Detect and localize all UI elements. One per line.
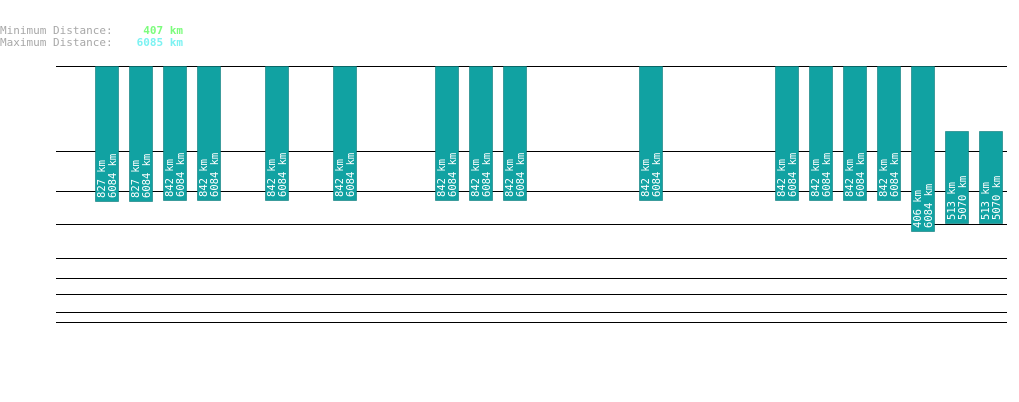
bar-min-label-3: 842 km <box>164 159 176 197</box>
bar-rect-17 <box>979 131 1003 224</box>
bar-rect-15 <box>911 66 935 232</box>
bar-rect-2 <box>129 66 153 202</box>
bar-rect-1 <box>95 66 119 202</box>
bar-rect-13 <box>843 66 867 201</box>
bar-max-label-13: 6084 km <box>855 153 867 197</box>
bar-5: 842 km 6084 km <box>265 66 289 201</box>
bar-17: 513 km 5070 km <box>979 131 1003 224</box>
bar-max-label-5: 6084 km <box>277 153 289 197</box>
bar-max-label-14: 6084 km <box>889 153 901 197</box>
bar-max-label-2: 6084 km <box>141 154 153 198</box>
bar-min-label-2: 827 km <box>130 160 142 198</box>
bar-min-label-11: 842 km <box>776 159 788 197</box>
bar-rect-5 <box>265 66 289 201</box>
bar-rect-6 <box>333 66 357 201</box>
bar-13: 842 km 6084 km <box>843 66 867 201</box>
bar-min-label-6: 842 km <box>334 159 346 197</box>
bar-12: 842 km 6084 km <box>809 66 833 201</box>
min-distance-row: Minimum Distance: 407 km <box>0 25 190 37</box>
bar-min-label-1: 827 km <box>96 160 108 198</box>
bar-9: 842 km 6084 km <box>503 66 527 201</box>
bar-3: 842 km 6084 km <box>163 66 187 201</box>
bar-max-label-6: 6084 km <box>345 153 357 197</box>
bar-max-label-16: 5070 km <box>957 176 969 220</box>
bar-min-label-12: 842 km <box>810 159 822 197</box>
bar-max-label-1: 6084 km <box>107 154 119 198</box>
bar-rect-3 <box>163 66 187 201</box>
bar-max-label-10: 6084 km <box>651 153 663 197</box>
bar-min-label-10: 842 km <box>640 159 652 197</box>
bar-7: 842 km 6084 km <box>435 66 459 201</box>
bar-rect-14 <box>877 66 901 201</box>
bar-rect-9 <box>503 66 527 201</box>
max-distance-row: Maximum Distance: 6085 km <box>0 37 190 49</box>
bar-min-label-4: 842 km <box>198 159 210 197</box>
bar-min-label-7: 842 km <box>436 159 448 197</box>
bar-max-label-15: 6084 km <box>923 184 935 228</box>
bar-min-label-16: 513 km <box>946 182 958 220</box>
bar-min-label-13: 842 km <box>844 159 856 197</box>
distance-legend: Minimum Distance: 407 km Maximum Distanc… <box>0 25 190 49</box>
bar-4: 842 km 6084 km <box>197 66 221 201</box>
bar-min-label-8: 842 km <box>470 159 482 197</box>
bar-min-label-17: 513 km <box>980 182 992 220</box>
bar-min-label-9: 842 km <box>504 159 516 197</box>
bar-6: 842 km 6084 km <box>333 66 357 201</box>
bar-11: 842 km 6084 km <box>775 66 799 201</box>
min-distance-label: Minimum Distance: <box>0 24 113 37</box>
bar-rect-12 <box>809 66 833 201</box>
bar-max-label-11: 6084 km <box>787 153 799 197</box>
max-distance-value: 6085 km <box>136 36 183 49</box>
bar-min-label-15: 406 km <box>912 190 924 228</box>
bar-max-label-12: 6084 km <box>821 153 833 197</box>
bar-rect-16 <box>945 131 969 224</box>
bar-rect-10 <box>639 66 663 201</box>
bar-min-label-5: 842 km <box>266 159 278 197</box>
bar-16: 513 km 5070 km <box>945 131 969 224</box>
max-distance-label: Maximum Distance: <box>0 36 113 49</box>
bar-10: 842 km 6084 km <box>639 66 663 201</box>
bar-rect-11 <box>775 66 799 201</box>
bar-8: 842 km 6084 km <box>469 66 493 201</box>
bar-max-label-7: 6084 km <box>447 153 459 197</box>
bar-max-label-4: 6084 km <box>209 153 221 197</box>
bar-rect-8 <box>469 66 493 201</box>
bar-max-label-17: 5070 km <box>991 176 1003 220</box>
bar-14: 842 km 6084 km <box>877 66 901 201</box>
bar-rect-4 <box>197 66 221 201</box>
bar-15: 406 km 6084 km <box>911 66 935 232</box>
bar-max-label-3: 6084 km <box>175 153 187 197</box>
bar-1: 827 km 6084 km <box>95 66 119 202</box>
min-distance-value: 407 km <box>143 24 183 37</box>
bar-2: 827 km 6084 km <box>129 66 153 202</box>
bar-min-label-14: 842 km <box>878 159 890 197</box>
bar-max-label-9: 6084 km <box>515 153 527 197</box>
bar-rect-7 <box>435 66 459 201</box>
bar-max-label-8: 6084 km <box>481 153 493 197</box>
